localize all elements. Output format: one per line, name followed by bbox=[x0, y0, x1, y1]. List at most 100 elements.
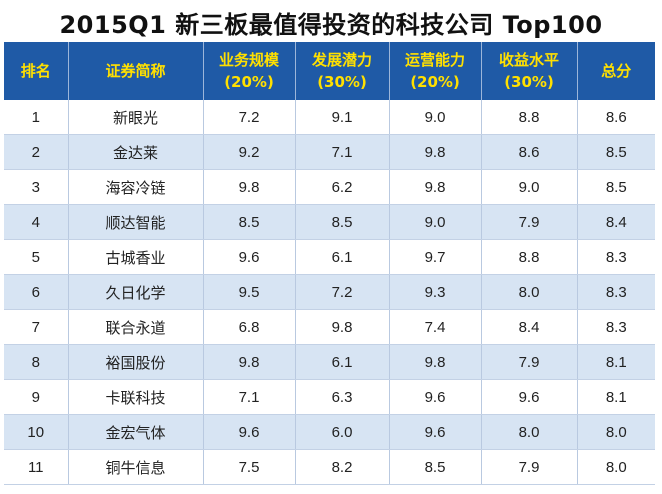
total-score-cell: 8.3 bbox=[577, 274, 655, 310]
security-name-cell: 顺达智能 bbox=[68, 204, 204, 240]
rank-cell: 11 bbox=[4, 449, 69, 485]
table-row: 5 古城香业 9.6 6.1 9.7 8.8 8.3 bbox=[4, 239, 655, 275]
rank-cell: 2 bbox=[4, 134, 69, 170]
ranking-table: 排名 证券简称 业务规模 (20%) 发展潜力 (30%) 运营能力 (20%)… bbox=[4, 42, 655, 485]
column-header-label: 收益水平 bbox=[498, 51, 559, 69]
table-row: 3 海容冷链 9.8 6.2 9.8 9.0 8.5 bbox=[4, 169, 655, 205]
total-score-cell: 8.5 bbox=[577, 169, 655, 205]
income-level-cell: 8.6 bbox=[481, 134, 578, 170]
column-header-label: 运营能力 bbox=[404, 51, 465, 69]
total-score-cell: 8.6 bbox=[577, 100, 655, 135]
column-header-weight: (20%) bbox=[224, 73, 274, 91]
column-header-label: 发展潜力 bbox=[311, 51, 372, 69]
total-score-cell: 8.1 bbox=[577, 379, 655, 415]
income-level-cell: 7.9 bbox=[481, 204, 578, 240]
income-level-cell: 8.0 bbox=[481, 414, 578, 450]
growth-potential-cell: 7.2 bbox=[295, 274, 390, 310]
security-name-cell: 古城香业 bbox=[68, 239, 204, 275]
total-score-cell: 8.0 bbox=[577, 414, 655, 450]
total-score-cell: 8.0 bbox=[577, 449, 655, 485]
operating-capability-cell: 9.0 bbox=[389, 100, 482, 135]
security-name-cell: 卡联科技 bbox=[68, 379, 204, 415]
business-scale-cell: 9.8 bbox=[203, 344, 296, 380]
income-level-cell: 7.9 bbox=[481, 449, 578, 485]
operating-capability-cell: 9.8 bbox=[389, 169, 482, 205]
total-score-cell: 8.3 bbox=[577, 309, 655, 345]
rank-cell: 7 bbox=[4, 309, 69, 345]
growth-potential-cell: 6.1 bbox=[295, 344, 390, 380]
operating-capability-cell: 7.4 bbox=[389, 309, 482, 345]
security-name-cell: 新眼光 bbox=[68, 100, 204, 135]
operating-capability-cell: 9.8 bbox=[389, 134, 482, 170]
operating-capability-cell: 9.0 bbox=[389, 204, 482, 240]
operating-capability-cell: 9.3 bbox=[389, 274, 482, 310]
operating-capability-cell: 8.5 bbox=[389, 449, 482, 485]
income-level-cell: 9.6 bbox=[481, 379, 578, 415]
security-name-cell: 金达莱 bbox=[68, 134, 204, 170]
business-scale-cell: 6.8 bbox=[203, 309, 296, 345]
table-row: 1 新眼光 7.2 9.1 9.0 8.8 8.6 bbox=[4, 100, 655, 135]
table-row: 10 金宏气体 9.6 6.0 9.6 8.0 8.0 bbox=[4, 414, 655, 450]
growth-potential-cell: 6.3 bbox=[295, 379, 390, 415]
table-header: 排名 证券简称 业务规模 (20%) 发展潜力 (30%) 运营能力 (20%)… bbox=[4, 42, 655, 100]
growth-potential-cell: 6.2 bbox=[295, 169, 390, 205]
growth-potential-cell: 8.5 bbox=[295, 204, 390, 240]
column-header-income-level: 收益水平 (30%) bbox=[481, 42, 578, 100]
income-level-cell: 8.8 bbox=[481, 239, 578, 275]
rank-cell: 3 bbox=[4, 169, 69, 205]
column-header-operating-capability: 运营能力 (20%) bbox=[389, 42, 482, 100]
page-title: 2015Q1 新三板最值得投资的科技公司 Top100 bbox=[59, 10, 603, 39]
rank-cell: 1 bbox=[4, 100, 69, 135]
table-row: 6 久日化学 9.5 7.2 9.3 8.0 8.3 bbox=[4, 274, 655, 310]
operating-capability-cell: 9.7 bbox=[389, 239, 482, 275]
income-level-cell: 8.4 bbox=[481, 309, 578, 345]
column-header-business-scale: 业务规模 (20%) bbox=[203, 42, 296, 100]
growth-potential-cell: 6.1 bbox=[295, 239, 390, 275]
column-header-total-score: 总分 bbox=[577, 42, 655, 100]
security-name-cell: 海容冷链 bbox=[68, 169, 204, 205]
income-level-cell: 7.9 bbox=[481, 344, 578, 380]
column-header-weight: (30%) bbox=[317, 73, 367, 91]
security-name-cell: 裕国股份 bbox=[68, 344, 204, 380]
column-header-label: 总分 bbox=[601, 62, 632, 80]
business-scale-cell: 9.2 bbox=[203, 134, 296, 170]
rank-cell: 9 bbox=[4, 379, 69, 415]
column-header-weight: (20%) bbox=[410, 73, 460, 91]
growth-potential-cell: 6.0 bbox=[295, 414, 390, 450]
table-row: 2 金达莱 9.2 7.1 9.8 8.6 8.5 bbox=[4, 134, 655, 170]
table-body: 1 新眼光 7.2 9.1 9.0 8.8 8.6 2 金达莱 9.2 7.1 … bbox=[4, 100, 655, 485]
column-header-security-name: 证券简称 bbox=[68, 42, 204, 100]
business-scale-cell: 9.5 bbox=[203, 274, 296, 310]
header-row: 排名 证券简称 业务规模 (20%) 发展潜力 (30%) 运营能力 (20%)… bbox=[4, 42, 655, 100]
total-score-cell: 8.1 bbox=[577, 344, 655, 380]
column-header-label: 排名 bbox=[20, 62, 51, 80]
rank-cell: 8 bbox=[4, 344, 69, 380]
security-name-cell: 联合永道 bbox=[68, 309, 204, 345]
column-header-weight: (30%) bbox=[504, 73, 554, 91]
table-row: 4 顺达智能 8.5 8.5 9.0 7.9 8.4 bbox=[4, 204, 655, 240]
operating-capability-cell: 9.8 bbox=[389, 344, 482, 380]
growth-potential-cell: 7.1 bbox=[295, 134, 390, 170]
total-score-cell: 8.3 bbox=[577, 239, 655, 275]
table-row: 9 卡联科技 7.1 6.3 9.6 9.6 8.1 bbox=[4, 379, 655, 415]
column-header-rank: 排名 bbox=[4, 42, 69, 100]
table-row: 11 铜牛信息 7.5 8.2 8.5 7.9 8.0 bbox=[4, 449, 655, 485]
business-scale-cell: 9.8 bbox=[203, 169, 296, 205]
operating-capability-cell: 9.6 bbox=[389, 379, 482, 415]
business-scale-cell: 9.6 bbox=[203, 239, 296, 275]
rank-cell: 5 bbox=[4, 239, 69, 275]
business-scale-cell: 7.5 bbox=[203, 449, 296, 485]
security-name-cell: 铜牛信息 bbox=[68, 449, 204, 485]
total-score-cell: 8.5 bbox=[577, 134, 655, 170]
business-scale-cell: 9.6 bbox=[203, 414, 296, 450]
total-score-cell: 8.4 bbox=[577, 204, 655, 240]
rank-cell: 4 bbox=[4, 204, 69, 240]
growth-potential-cell: 9.8 bbox=[295, 309, 390, 345]
growth-potential-cell: 8.2 bbox=[295, 449, 390, 485]
security-name-cell: 久日化学 bbox=[68, 274, 204, 310]
income-level-cell: 8.8 bbox=[481, 100, 578, 135]
security-name-cell: 金宏气体 bbox=[68, 414, 204, 450]
table-row: 8 裕国股份 9.8 6.1 9.8 7.9 8.1 bbox=[4, 344, 655, 380]
operating-capability-cell: 9.6 bbox=[389, 414, 482, 450]
business-scale-cell: 7.1 bbox=[203, 379, 296, 415]
